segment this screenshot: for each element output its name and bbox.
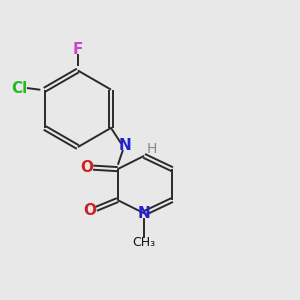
Text: N: N (118, 138, 131, 153)
Text: O: O (80, 160, 93, 175)
Text: Cl: Cl (12, 81, 28, 96)
Text: N: N (138, 206, 151, 221)
Text: O: O (83, 203, 96, 218)
Text: F: F (73, 42, 83, 57)
Text: H: H (146, 142, 157, 155)
Text: CH₃: CH₃ (133, 236, 156, 249)
